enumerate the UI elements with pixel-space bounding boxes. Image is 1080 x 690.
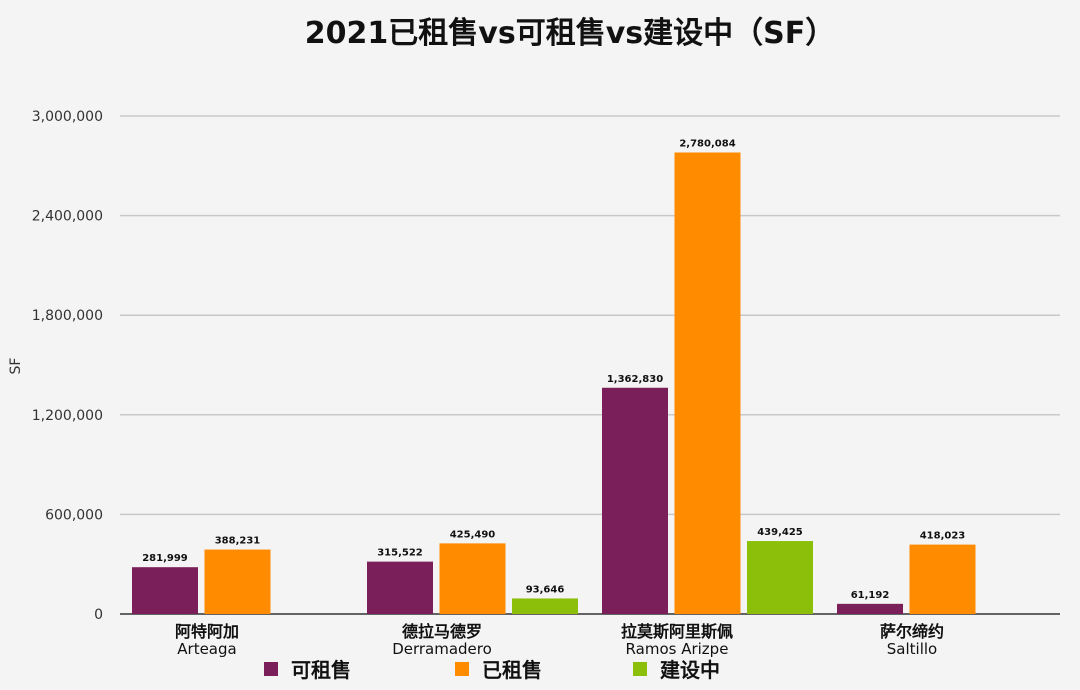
bar-leased: [439, 543, 506, 614]
x-tick-label-cn: 萨尔缔约: [880, 622, 944, 641]
y-tick-label: 2,400,000: [32, 209, 103, 225]
bar-construction: [747, 541, 813, 614]
x-tick-label-cn: 阿特阿加: [175, 622, 239, 641]
x-tick-label-en: Saltillo: [887, 640, 937, 658]
legend-swatch-available: [264, 662, 278, 676]
data-label: 281,999: [142, 553, 188, 564]
y-axis-ticks: 0 600,000 1,200,000 1,800,000 2,400,000 3,000…: [32, 109, 103, 623]
data-label: 439,425: [757, 527, 803, 538]
bar-available: [602, 387, 668, 614]
legend: 可租售 已租售 建设中: [264, 658, 720, 682]
y-axis-label: SF: [8, 358, 24, 375]
x-tick-label-cn: 拉莫斯阿里斯佩: [621, 622, 733, 641]
bar-leased: [204, 549, 271, 614]
legend-label-construction: 建设中: [660, 658, 720, 682]
bars: [132, 152, 976, 615]
bar-available: [837, 603, 903, 614]
data-label: 315,522: [377, 548, 423, 559]
data-label: 1,362,830: [607, 374, 663, 385]
y-tick-label: 0: [94, 607, 103, 623]
legend-swatch-construction: [633, 662, 647, 676]
chart-title: 2021已租售vs可租售vs建设中（SF）: [305, 16, 835, 51]
bar-leased: [909, 544, 976, 614]
legend-label-leased: 已租售: [482, 658, 542, 682]
bar-leased: [674, 152, 741, 615]
bar-available: [132, 567, 198, 614]
gridlines: [120, 115, 1060, 615]
x-tick-label-cn: 德拉马德罗: [402, 622, 482, 641]
y-tick-label: 3,000,000: [32, 109, 103, 125]
y-tick-label: 600,000: [45, 507, 103, 523]
data-label: 93,646: [526, 584, 565, 595]
x-tick-label-en: Derramadero: [392, 640, 492, 658]
data-label: 425,490: [450, 529, 496, 540]
y-tick-label: 1,800,000: [32, 308, 103, 324]
data-labels: 281,999 388,231 315,522 425,490 93,646 1,362,…: [142, 139, 965, 601]
x-tick-label-en: Ramos Arizpe: [626, 640, 729, 658]
y-tick-label: 1,200,000: [32, 408, 103, 424]
data-label: 418,023: [920, 531, 966, 542]
legend-swatch-leased: [455, 662, 469, 676]
bar-available: [367, 561, 433, 614]
bar-construction: [512, 598, 578, 614]
data-label: 61,192: [851, 590, 890, 601]
x-tick-label-en: Arteaga: [177, 640, 236, 658]
data-label: 388,231: [215, 536, 261, 547]
legend-label-available: 可租售: [291, 658, 351, 682]
data-label: 2,780,084: [679, 139, 735, 150]
